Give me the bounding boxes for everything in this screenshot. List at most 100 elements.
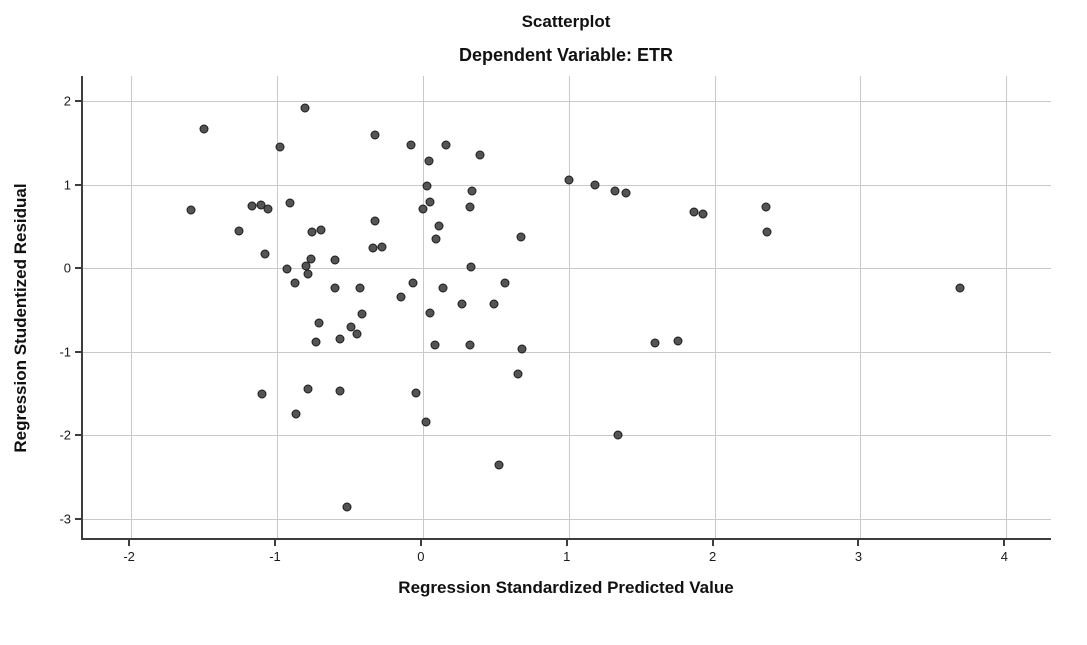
data-point	[377, 242, 387, 252]
data-point	[610, 186, 620, 196]
data-point	[494, 460, 504, 470]
data-point	[430, 340, 440, 350]
data-point	[352, 329, 362, 339]
y-tick-label: -1	[59, 344, 71, 360]
data-point	[263, 204, 273, 214]
plot-area	[81, 76, 1051, 540]
data-point	[355, 283, 365, 293]
data-point	[465, 340, 475, 350]
x-tick-label: 2	[708, 549, 717, 564]
data-point	[285, 198, 295, 208]
y-tick-mark	[75, 518, 81, 521]
data-point	[282, 264, 292, 274]
data-point	[621, 188, 631, 198]
x-tick-label: 0	[417, 549, 425, 564]
data-point	[290, 278, 299, 287]
data-point	[357, 309, 367, 319]
y-axis-label: Regression Studentized Residual	[11, 183, 30, 453]
data-point	[411, 388, 421, 398]
x-tick-label: -2	[123, 549, 135, 564]
y-tick-label: 0	[63, 260, 71, 276]
gridline-vertical	[860, 76, 862, 538]
data-point	[186, 205, 196, 215]
data-point	[368, 243, 378, 253]
data-point	[330, 283, 340, 293]
data-point	[199, 124, 209, 134]
data-point	[590, 180, 600, 190]
data-point	[564, 175, 574, 185]
y-tick-mark	[75, 434, 81, 437]
gridline-horizontal	[83, 268, 1051, 270]
data-point	[613, 430, 623, 440]
data-point	[438, 283, 448, 293]
x-tick-label: 4	[1000, 549, 1008, 564]
data-point	[303, 269, 313, 279]
data-point	[396, 292, 406, 302]
data-point	[234, 226, 244, 236]
data-point	[247, 201, 257, 211]
data-point	[425, 197, 435, 207]
data-point	[307, 227, 317, 236]
data-point	[689, 207, 699, 217]
data-point	[257, 389, 267, 399]
gridline-horizontal	[83, 351, 1051, 353]
gridline-vertical	[568, 76, 570, 538]
x-tick-mark	[419, 540, 422, 546]
data-point	[465, 202, 475, 212]
x-tick-mark	[1003, 540, 1006, 546]
x-tick-mark	[857, 540, 860, 546]
data-point	[762, 227, 772, 236]
y-tick-mark	[75, 100, 81, 103]
gridline-horizontal	[83, 184, 1051, 186]
data-point	[457, 299, 467, 309]
gridline-horizontal	[83, 519, 1051, 521]
data-point	[335, 386, 345, 396]
x-tick-label: 1	[563, 549, 571, 564]
y-tick-mark	[75, 183, 81, 186]
gridline-vertical	[1006, 76, 1008, 538]
x-tick-label: 3	[854, 549, 863, 564]
data-point	[260, 249, 270, 259]
data-point	[698, 209, 708, 219]
gridline-horizontal	[83, 435, 1051, 437]
data-point	[342, 502, 352, 512]
data-point	[406, 140, 416, 150]
gridline-vertical	[422, 76, 424, 538]
data-point	[291, 409, 301, 419]
data-point	[475, 150, 485, 160]
y-tick-mark	[75, 267, 81, 270]
data-point	[424, 156, 434, 166]
gridline-vertical	[277, 76, 278, 538]
data-point	[421, 417, 431, 427]
data-point	[955, 283, 965, 293]
data-point	[516, 232, 526, 242]
data-point	[408, 278, 418, 288]
data-point	[316, 225, 326, 235]
chart-title: Scatterplot	[521, 12, 611, 31]
gridline-vertical	[714, 76, 716, 538]
data-point	[418, 204, 428, 214]
data-point	[673, 336, 683, 346]
data-point	[314, 318, 324, 328]
data-point	[275, 142, 285, 152]
data-point	[306, 254, 316, 264]
gridline-vertical	[131, 76, 133, 538]
data-point	[467, 186, 477, 196]
data-point	[517, 344, 527, 354]
data-point	[761, 202, 771, 212]
data-point	[370, 130, 380, 140]
data-point	[500, 278, 510, 287]
data-point	[330, 255, 340, 265]
data-point	[513, 369, 523, 379]
data-point	[335, 334, 345, 344]
data-point	[434, 221, 444, 231]
x-tick-mark	[274, 540, 276, 546]
x-tick-mark	[711, 540, 714, 546]
chart-subtitle: Dependent Variable: ETR	[458, 45, 674, 65]
data-point	[311, 337, 321, 347]
data-point	[650, 338, 660, 348]
y-tick-label: -2	[59, 427, 71, 443]
data-point	[422, 181, 432, 191]
x-axis-label: Regression Standardized Predicted Value	[398, 578, 734, 597]
